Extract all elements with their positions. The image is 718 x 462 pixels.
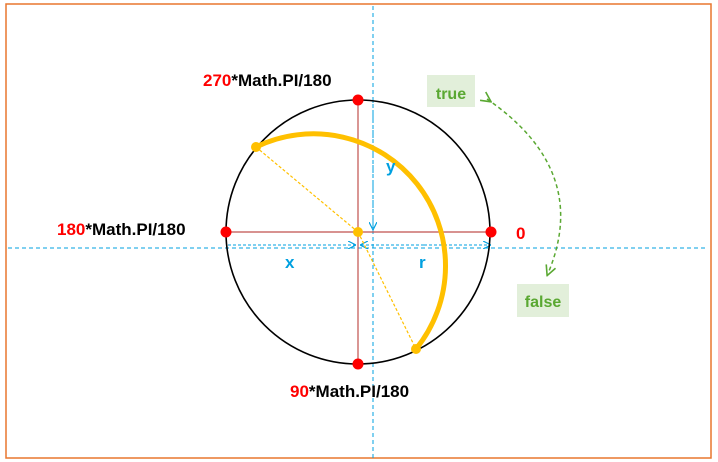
angle-0-label: 0 [516,224,525,243]
y-label: y [386,157,396,176]
angle-180-label: 180*Math.PI/180 [57,220,186,239]
true-label: true [436,86,466,103]
point-0 [485,226,497,238]
angle-90-suffix: *Math.PI/180 [309,382,409,401]
false-label-box [517,284,569,317]
arc-end-point [411,344,421,354]
false-label: false [525,294,562,311]
direction-arrow [487,99,562,271]
angle-270-number: 270 [203,71,231,90]
x-label: x [285,253,295,272]
true-label-box [427,75,475,107]
center-point [353,227,363,237]
angle-180-suffix: *Math.PI/180 [85,220,185,239]
angle-270-label: 270*Math.PI/180 [203,71,332,90]
angle-90-label: 90*Math.PI/180 [290,382,409,401]
highlighted-arc [253,131,448,352]
point-90 [352,358,364,370]
arc-start-point [251,142,261,152]
angle-270-suffix: *Math.PI/180 [231,71,331,90]
end-radius-dashed [357,231,417,350]
start-radius-dashed [255,146,359,233]
angle-90-number: 90 [290,382,309,401]
angle-180-number: 180 [57,220,85,239]
point-270 [352,94,364,106]
point-180 [220,226,232,238]
r-label: r [419,253,426,272]
